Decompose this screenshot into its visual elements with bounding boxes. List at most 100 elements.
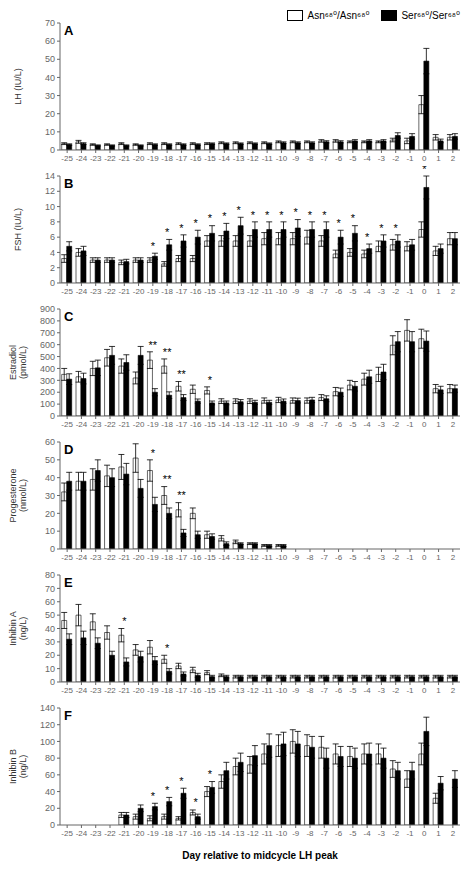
svg-text:40: 40	[45, 473, 55, 483]
svg-text:12: 12	[45, 186, 55, 196]
svg-text:-24: -24	[76, 553, 88, 562]
svg-text:600: 600	[40, 340, 55, 350]
svg-text:-12: -12	[247, 829, 259, 838]
svg-text:40: 40	[45, 624, 55, 634]
svg-text:0: 0	[422, 154, 427, 163]
svg-text:-18: -18	[161, 686, 173, 695]
svg-text:-16: -16	[190, 553, 202, 562]
svg-text:*: *	[165, 784, 170, 796]
svg-text:-5: -5	[349, 829, 357, 838]
svg-text:-12: -12	[247, 287, 259, 296]
svg-text:-17: -17	[176, 420, 188, 429]
svg-text:100: 100	[40, 737, 55, 747]
svg-text:80: 80	[45, 570, 55, 580]
svg-text:20: 20	[45, 509, 55, 519]
svg-text:-7: -7	[321, 287, 329, 296]
svg-text:200: 200	[40, 387, 55, 397]
svg-text:-1: -1	[406, 686, 414, 695]
svg-text:-3: -3	[378, 420, 386, 429]
svg-text:1: 1	[436, 154, 441, 163]
svg-text:-16: -16	[190, 686, 202, 695]
svg-text:F: F	[64, 708, 72, 723]
svg-text:*: *	[208, 212, 213, 224]
svg-text:-21: -21	[119, 686, 131, 695]
svg-text:-5: -5	[349, 420, 357, 429]
svg-text:20: 20	[45, 109, 55, 119]
svg-text:80: 80	[45, 753, 55, 763]
svg-text:-6: -6	[335, 686, 343, 695]
svg-text:-14: -14	[219, 829, 231, 838]
svg-text:-9: -9	[292, 420, 300, 429]
svg-text:50: 50	[45, 54, 55, 64]
svg-text:-25: -25	[61, 420, 73, 429]
svg-text:-5: -5	[349, 154, 357, 163]
svg-text:-4: -4	[364, 420, 372, 429]
svg-text:-14: -14	[219, 154, 231, 163]
svg-text:-17: -17	[176, 287, 188, 296]
svg-text:*: *	[365, 231, 370, 243]
svg-text:-20: -20	[133, 829, 145, 838]
svg-text:2: 2	[451, 686, 456, 695]
svg-text:700: 700	[40, 328, 55, 338]
svg-text:-20: -20	[133, 287, 145, 296]
svg-text:-19: -19	[147, 829, 159, 838]
svg-text:1: 1	[436, 420, 441, 429]
svg-text:-2: -2	[392, 553, 400, 562]
svg-text:-15: -15	[204, 686, 216, 695]
svg-text:A: A	[64, 23, 74, 38]
svg-text:-12: -12	[247, 686, 259, 695]
svg-text:-2: -2	[392, 420, 400, 429]
svg-text:-24: -24	[76, 287, 88, 296]
svg-text:-11: -11	[262, 829, 274, 838]
svg-text:-24: -24	[76, 829, 88, 838]
svg-text:0: 0	[422, 420, 427, 429]
svg-text:-21: -21	[119, 829, 131, 838]
svg-text:30: 30	[45, 637, 55, 647]
svg-text:*: *	[279, 209, 284, 221]
svg-text:*: *	[336, 217, 341, 229]
svg-text:-8: -8	[306, 686, 314, 695]
svg-text:-11: -11	[262, 686, 274, 695]
svg-text:Day relative to midcycle LH pe: Day relative to midcycle LH peak	[182, 850, 338, 861]
svg-text:-19: -19	[147, 154, 159, 163]
svg-text:-25: -25	[61, 686, 73, 695]
svg-text:-2: -2	[392, 287, 400, 296]
svg-text:-1: -1	[406, 154, 414, 163]
svg-text:60: 60	[45, 437, 55, 447]
svg-text:-3: -3	[378, 287, 386, 296]
svg-text:*: *	[236, 204, 241, 216]
svg-text:500: 500	[40, 352, 55, 362]
svg-text:-15: -15	[204, 420, 216, 429]
svg-text:8: 8	[50, 217, 55, 227]
svg-text:2: 2	[451, 154, 456, 163]
svg-text:-23: -23	[90, 686, 102, 695]
svg-text:-2: -2	[392, 686, 400, 695]
svg-text:-17: -17	[176, 553, 188, 562]
svg-text:-9: -9	[292, 553, 300, 562]
svg-text:100: 100	[40, 399, 55, 409]
svg-text:50: 50	[45, 455, 55, 465]
svg-text:-9: -9	[292, 287, 300, 296]
svg-text:-12: -12	[247, 420, 259, 429]
svg-text:0: 0	[50, 820, 55, 830]
svg-text:-18: -18	[161, 553, 173, 562]
svg-text:*: *	[422, 166, 427, 175]
svg-text:2: 2	[451, 420, 456, 429]
svg-text:-20: -20	[133, 686, 145, 695]
svg-text:-8: -8	[306, 154, 314, 163]
svg-text:*: *	[351, 212, 356, 224]
svg-text:-25: -25	[61, 829, 73, 838]
svg-text:-16: -16	[190, 829, 202, 838]
svg-text:-11: -11	[262, 287, 274, 296]
svg-text:*: *	[308, 209, 313, 221]
svg-text:B: B	[64, 176, 73, 191]
svg-text:*: *	[222, 210, 227, 222]
svg-text:*: *	[379, 222, 384, 234]
svg-text:-4: -4	[364, 829, 372, 838]
svg-text:50: 50	[45, 610, 55, 620]
svg-text:-15: -15	[204, 829, 216, 838]
svg-text:-8: -8	[306, 287, 314, 296]
svg-text:-7: -7	[321, 154, 329, 163]
svg-text:-22: -22	[104, 287, 116, 296]
svg-text:10: 10	[45, 526, 55, 536]
